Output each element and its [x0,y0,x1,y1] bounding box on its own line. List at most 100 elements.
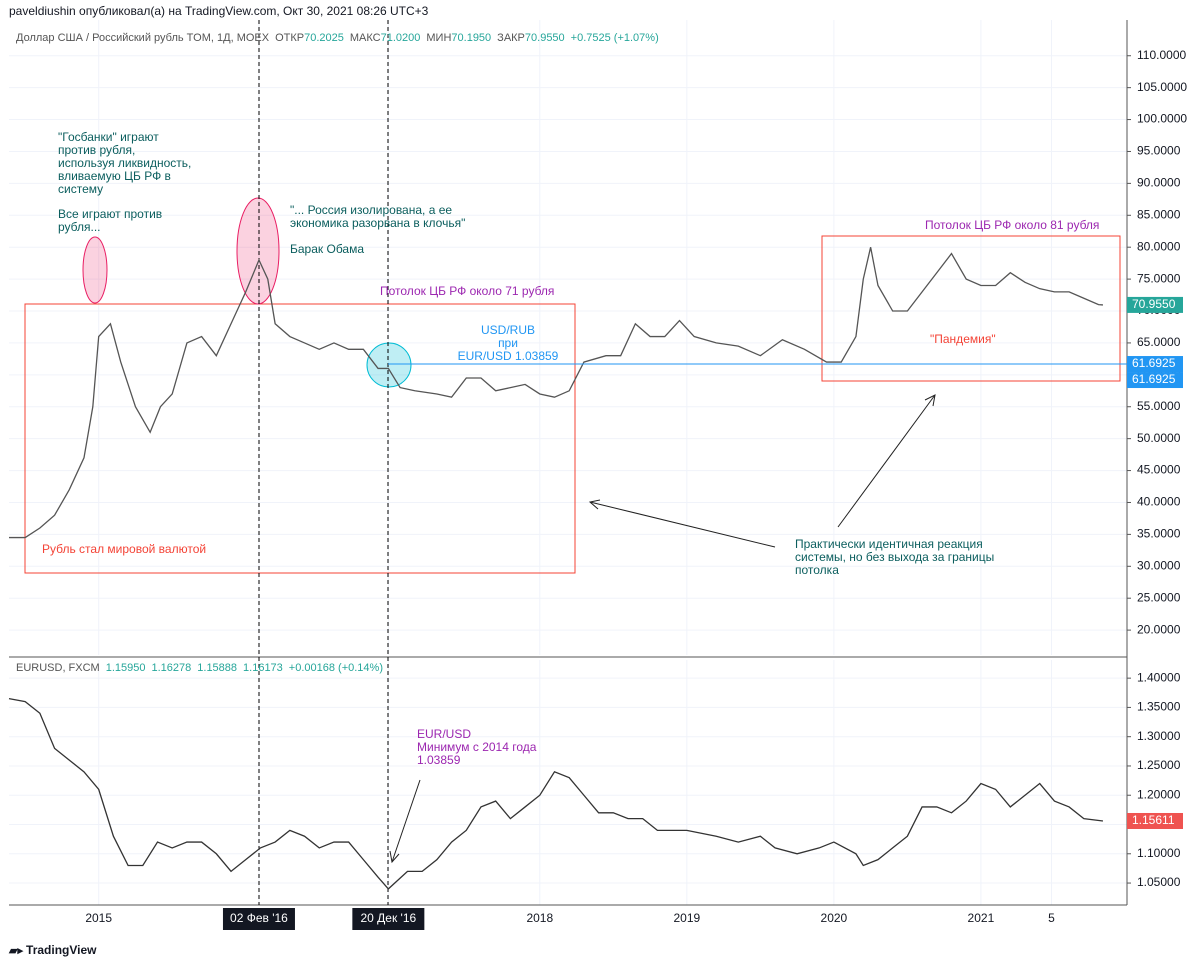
annotation: систему [58,182,103,196]
price-tag [1127,812,1183,829]
x-tick-highlight [352,908,425,930]
legend-field-value: 70.1950 [451,32,492,44]
box [821,235,1121,382]
y-tick-label: 85.0000 [1137,207,1181,221]
legend-change: +0.7525 (+1.07%) [570,32,659,44]
price-tag-label: 70.9550 [1132,297,1176,311]
legend-field-label: МИН [426,32,452,44]
annotation: EUR/USD [417,727,471,741]
grid [9,20,1127,905]
annotation: вливаемую ЦБ РФ в [58,169,171,183]
price-tag-label: 61.6925 [1132,372,1176,386]
annotation: Барак Обама [290,242,364,256]
y-tick-label: 1.20000 [1137,787,1181,801]
y-tick-label: 40.0000 [1137,495,1181,509]
price-line [9,247,1103,539]
y-tick-label: 25.0000 [1137,590,1181,604]
legend-name: Доллар США / Российский рубль TOM, 1Д, M… [16,32,270,44]
y-tick-label: 65.0000 [1137,335,1181,349]
y-tick-label: 1.35000 [1137,700,1181,714]
y-tick-label: 1.10000 [1137,846,1181,860]
annotation: Потолок ЦБ РФ около 81 рубля [925,218,1099,232]
legend: EURUSD, FXCM 1.15950 1.16278 1.15888 1.16173… [16,662,389,674]
ellipse [82,236,108,304]
arrows [389,394,936,864]
x-tick-label: 2021 [968,911,995,925]
box [24,303,576,574]
x-tick-label: 2015 [85,911,112,925]
y-tick-label: 1.05000 [1137,875,1181,889]
price-tag [1127,372,1183,389]
overlay: 20.0000 25.0000 30.0000 35.0000 40.0000 45.00… [42,48,1187,930]
x-tick-label: 2020 [821,911,848,925]
annotation: "Пандемия" [930,332,996,346]
legend-field-value: 70.2025 [304,32,344,44]
legend-field-value: 70.9550 [524,32,565,44]
legend-field-label: ОТКР [275,32,305,44]
legend-field-value: 1.15950 [105,662,146,674]
y-tick-label: 1.30000 [1137,729,1181,743]
y-tick-label: 30.0000 [1137,558,1181,572]
annotation: системы, но без выхода за границы [795,550,994,564]
legend-field-label: ЗАКР [497,32,525,44]
y-tick-label: 20.0000 [1137,622,1181,636]
x-tick-highlight [222,908,295,930]
annotation: Практически идентичная реакция [795,537,983,551]
y-tick-label: 100.0000 [1137,112,1187,126]
annotation: "... Россия изолирована, а ее [290,203,452,217]
annotation: EUR/USD 1.03859 [458,349,559,363]
price-tag-label: 1.15611 [1132,813,1175,827]
legend-field-value: 71.0200 [380,32,421,44]
legend-field-value: 1.16278 [151,662,192,674]
legend-name: EURUSD, FXCM [16,662,100,674]
annotation: экономика разорвана в клочья" [290,216,465,230]
x-tick-label: 2018 [526,911,553,925]
annotation: Минимум с 2014 года [417,740,537,754]
annotation: "Госбанки" играют [58,130,159,144]
brand: TradingView [26,943,97,957]
annotation: 1.03859 [417,753,461,767]
y-tick-label: 90.0000 [1137,176,1181,190]
y-tick-label: 55.0000 [1137,399,1181,413]
y-tick-label: 45.0000 [1137,463,1181,477]
y-tick-label: 110.0000 [1137,48,1186,62]
series [8,247,1104,890]
x-tick-label: 02 Фев '16 [230,911,288,925]
x-tick-label: 5 [1048,911,1055,925]
price-line [8,697,1104,890]
legend-change: +0.00168 (+0.14%) [288,662,383,674]
annotation: потолка [795,563,839,577]
legend-field-label: МАКС [349,32,381,44]
price-tag-label: 61.6925 [1132,356,1176,370]
footer: ▰▸ TradingView [9,943,97,957]
y-tick-label: 80.0000 [1137,239,1181,253]
y-tick-label: 35.0000 [1137,527,1181,541]
y-tick-label: 105.0000 [1137,80,1187,94]
y-tick-label: 1.25000 [1137,758,1181,772]
annotation: рубля... [58,220,101,234]
y-tick-label: 75.0000 [1137,271,1181,285]
annotation: используя ликвидность, [58,156,191,170]
price-tag [1127,356,1183,373]
annotation: против рубля, [58,143,135,157]
y-tick-label: 95.0000 [1137,144,1181,158]
annotation: Все играют против [58,207,162,221]
annotation: при [498,336,518,350]
y-tick-label: 50.0000 [1137,431,1181,445]
legend-field-value: 1.16173 [243,662,283,674]
annotation: Рубль стал мировой валютой [42,542,206,556]
header: paveldiushin опубликовал(а) на TradingVi… [9,4,429,18]
legend: Доллар США / Российский рубль TOM, 1Д, M… [16,32,665,44]
legend-field-value: 1.15888 [197,662,238,674]
y-tick-label: 1.40000 [1137,670,1181,684]
x-tick-label: 2019 [673,911,700,925]
x-tick-label: 20 Дек '16 [360,911,416,925]
annotation: USD/RUB [481,323,535,337]
annotation: Потолок ЦБ РФ около 71 рубля [380,284,554,298]
ellipse [236,197,280,305]
circle [366,342,412,388]
price-tag [1127,296,1183,313]
